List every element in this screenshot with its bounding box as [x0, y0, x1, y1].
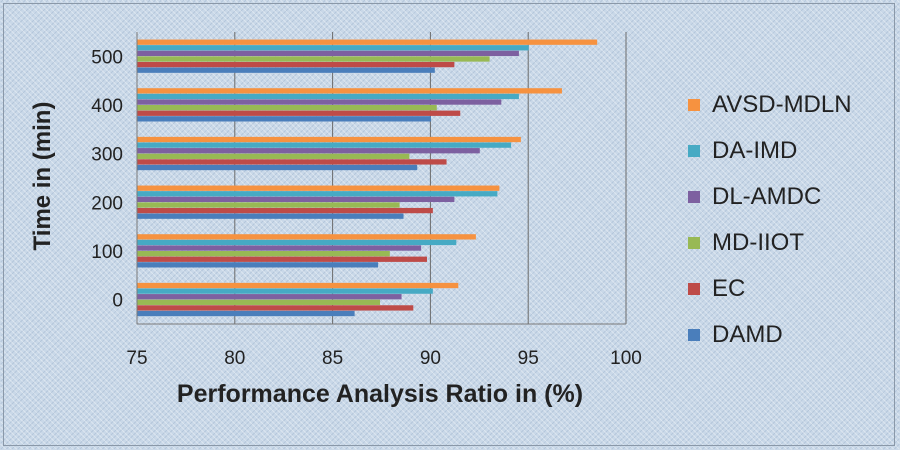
legend-label: AVSD-MDLN — [712, 91, 852, 118]
bar-da-imd-200 — [137, 191, 498, 197]
y-tick-label: 500 — [91, 47, 123, 68]
x-tick-label: 90 — [420, 348, 441, 369]
bar-ec-0 — [137, 305, 414, 311]
y-axis-title: Time in (min) — [29, 101, 56, 251]
bar-dl-amdc-200 — [137, 196, 455, 203]
bar-md-iiot-400 — [137, 105, 437, 111]
bar-md-iiot-100 — [137, 251, 390, 257]
bar-ec-300 — [137, 159, 447, 165]
bar-avsd-mdln-300 — [137, 136, 521, 143]
bar-avsd-mdln-400 — [137, 88, 562, 94]
bar-ec-500 — [137, 61, 455, 68]
legend-label: EC — [712, 275, 746, 302]
legend-label: DL-AMDC — [712, 183, 822, 210]
legend-swatch — [688, 99, 700, 111]
y-tick-label: 200 — [91, 193, 123, 214]
chart-frame — [3, 3, 895, 446]
x-tick-label: 95 — [518, 348, 539, 369]
x-tick-label: 80 — [224, 348, 245, 369]
bar-dl-amdc-400 — [137, 99, 502, 105]
legend-label: DA-IMD — [712, 137, 798, 164]
legend-swatch — [688, 145, 700, 157]
legend-item: EC — [688, 274, 745, 304]
bar-md-iiot-500 — [137, 56, 490, 62]
bar-da-imd-300 — [137, 142, 512, 148]
bar-damd-0 — [137, 310, 355, 317]
bar-dl-amdc-300 — [137, 148, 480, 154]
bar-da-imd-400 — [137, 93, 519, 100]
y-tick-label: 0 — [112, 291, 123, 312]
bar-avsd-mdln-200 — [137, 185, 500, 191]
legend-item: DAMD — [688, 320, 783, 350]
y-tick-label: 400 — [91, 96, 123, 117]
x-tick-label: 100 — [610, 348, 642, 369]
legend-swatch — [688, 283, 700, 295]
y-tick-label: 300 — [91, 145, 123, 166]
legend-item: DA-IMD — [688, 136, 797, 166]
legend-label: MD-IIOT — [712, 229, 804, 256]
bar-damd-200 — [137, 213, 404, 219]
legend-item: DL-AMDC — [688, 182, 821, 212]
legend-swatch — [688, 237, 700, 249]
bar-damd-400 — [137, 116, 431, 122]
x-axis-title: Performance Analysis Ratio in (%) — [176, 380, 584, 408]
bar-avsd-mdln-100 — [137, 234, 476, 240]
legend-swatch — [688, 191, 700, 203]
x-tick-label: 85 — [322, 348, 343, 369]
x-tick-label: 75 — [126, 348, 147, 369]
bar-avsd-mdln-500 — [137, 39, 598, 45]
bar-dl-amdc-100 — [137, 245, 422, 251]
legend-item: MD-IIOT — [688, 228, 804, 258]
bar-da-imd-0 — [137, 288, 433, 294]
bar-avsd-mdln-0 — [137, 282, 459, 289]
bar-md-iiot-0 — [137, 299, 381, 305]
bar-da-imd-100 — [137, 239, 457, 246]
bar-da-imd-500 — [137, 45, 529, 51]
bar-ec-100 — [137, 256, 427, 262]
bar-md-iiot-300 — [137, 153, 410, 159]
bar-ec-200 — [137, 207, 433, 214]
bar-damd-500 — [137, 67, 435, 73]
bar-damd-100 — [137, 262, 379, 268]
bar-damd-300 — [137, 164, 418, 171]
legend-swatch — [688, 329, 700, 341]
bar-ec-400 — [137, 110, 461, 116]
bar-dl-amdc-500 — [137, 50, 519, 57]
y-tick-label: 100 — [91, 242, 123, 263]
legend-label: DAMD — [712, 321, 783, 348]
bar-md-iiot-200 — [137, 202, 400, 208]
bar-dl-amdc-0 — [137, 294, 402, 300]
legend-item: AVSD-MDLN — [688, 90, 852, 120]
